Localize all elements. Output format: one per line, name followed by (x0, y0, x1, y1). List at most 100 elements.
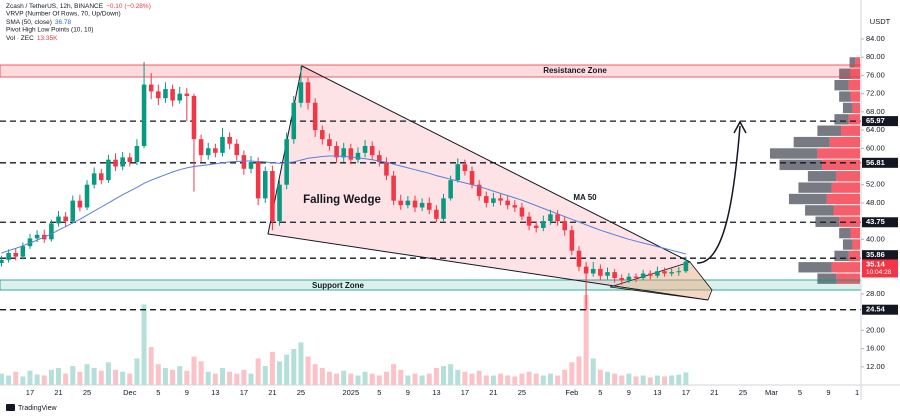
volume-bar (6, 375, 12, 385)
candle-body (184, 93, 190, 96)
candle-body (205, 148, 211, 156)
candle-body (34, 234, 40, 239)
profile-down (831, 182, 860, 193)
x-tick-label: 25 (518, 388, 526, 397)
candle-body (277, 184, 282, 222)
support-zone (0, 279, 862, 291)
profile-down (841, 125, 860, 136)
candle-body (6, 252, 11, 260)
candle-body (213, 148, 218, 153)
candle-body (512, 205, 518, 208)
volume-bar (262, 366, 268, 385)
volume-bar (426, 373, 432, 385)
candle-body (683, 261, 689, 272)
indicator: Pivot High Low Points (10, 10) (6, 27, 93, 34)
x-tick-label: 2025 (342, 388, 359, 397)
profile-up (793, 136, 830, 148)
profile-down (855, 57, 860, 68)
profile-down (852, 102, 860, 114)
volume-bar (170, 369, 176, 385)
ma-label: MA 50 (573, 193, 597, 202)
volume-profile (770, 57, 860, 284)
volume-bar (77, 371, 83, 385)
y-tick-label: 20.00 (866, 325, 885, 334)
volume-bar (312, 364, 318, 385)
candle-body (291, 102, 297, 140)
candle-body (647, 273, 653, 276)
candle-body (163, 89, 168, 99)
candle-body (476, 184, 482, 197)
level-label: 65.97 (866, 116, 885, 125)
profile-down (836, 171, 860, 182)
volume-bar (241, 369, 247, 385)
candle-body (348, 148, 354, 160)
profile-down (850, 227, 860, 239)
volume-bar (27, 370, 33, 385)
volume-bar (155, 364, 161, 385)
volume-bar (662, 376, 668, 385)
y-tick-label: 68.00 (866, 107, 885, 116)
volume-bar (369, 373, 375, 385)
candle-body (27, 238, 33, 247)
x-tick-label: 5 (377, 388, 381, 397)
candle-body (177, 93, 182, 101)
profile-down (822, 159, 860, 171)
volume-bar (569, 362, 575, 385)
candle-body (13, 252, 19, 257)
volume-bar (448, 364, 454, 385)
level-badge (862, 116, 898, 127)
candle-body (426, 202, 432, 210)
candle-body (434, 209, 439, 219)
candle-body (640, 273, 646, 279)
candle-body (327, 139, 332, 147)
candle-body (505, 200, 510, 206)
profile-down (833, 205, 860, 216)
volume-bar (597, 369, 603, 385)
volume-bar (483, 375, 489, 385)
level-label: 43.75 (866, 217, 885, 226)
volume-bar (34, 374, 40, 385)
volume-bar (269, 351, 275, 385)
volume-bar (334, 373, 340, 385)
candle-body (619, 278, 625, 281)
profile-up (815, 216, 840, 227)
candle-body (255, 161, 261, 199)
candle-body (355, 152, 361, 160)
y-tick-label: 48.00 (866, 198, 885, 207)
candle-body (519, 207, 525, 217)
volume-bar (376, 375, 382, 385)
change: −0.10 (−0.28%) (106, 3, 151, 10)
volume-bar (291, 349, 297, 385)
volume-bar (469, 373, 475, 385)
volume-bar (162, 367, 168, 385)
profile-up (817, 125, 842, 136)
volume-bar (120, 371, 126, 385)
candle-body (441, 198, 446, 219)
candle-body (655, 271, 660, 276)
volume-bar (127, 373, 133, 385)
x-tick-label: 13 (653, 388, 661, 397)
x-tick-label: 5 (798, 388, 802, 397)
resistance-label: Resistance Zone (543, 66, 607, 75)
volume-bar (498, 373, 504, 385)
volume-bar (277, 361, 283, 385)
profile-down (839, 216, 860, 227)
volume-bar (362, 371, 368, 385)
indicator: VRVP (Number Of Rows, 70, Up/Down) (6, 11, 121, 18)
projection-arrow (696, 125, 741, 264)
y-tick-label: 28.00 (866, 289, 885, 298)
volume-bar (583, 295, 589, 385)
candle-body (284, 139, 289, 185)
candle-body (56, 216, 61, 224)
candle-body (113, 159, 118, 167)
axes: 84.00 80.00 76.00 72.00 68.00 64.00 60.00 52.00… (26, 34, 898, 397)
candle-body (362, 146, 368, 153)
volume-bar (113, 369, 119, 385)
candle-body (541, 221, 546, 228)
candle-body (134, 146, 140, 162)
candle-body (448, 180, 453, 199)
volume-bar (433, 367, 439, 385)
volume-bar (63, 373, 69, 385)
candle-body (227, 136, 232, 144)
